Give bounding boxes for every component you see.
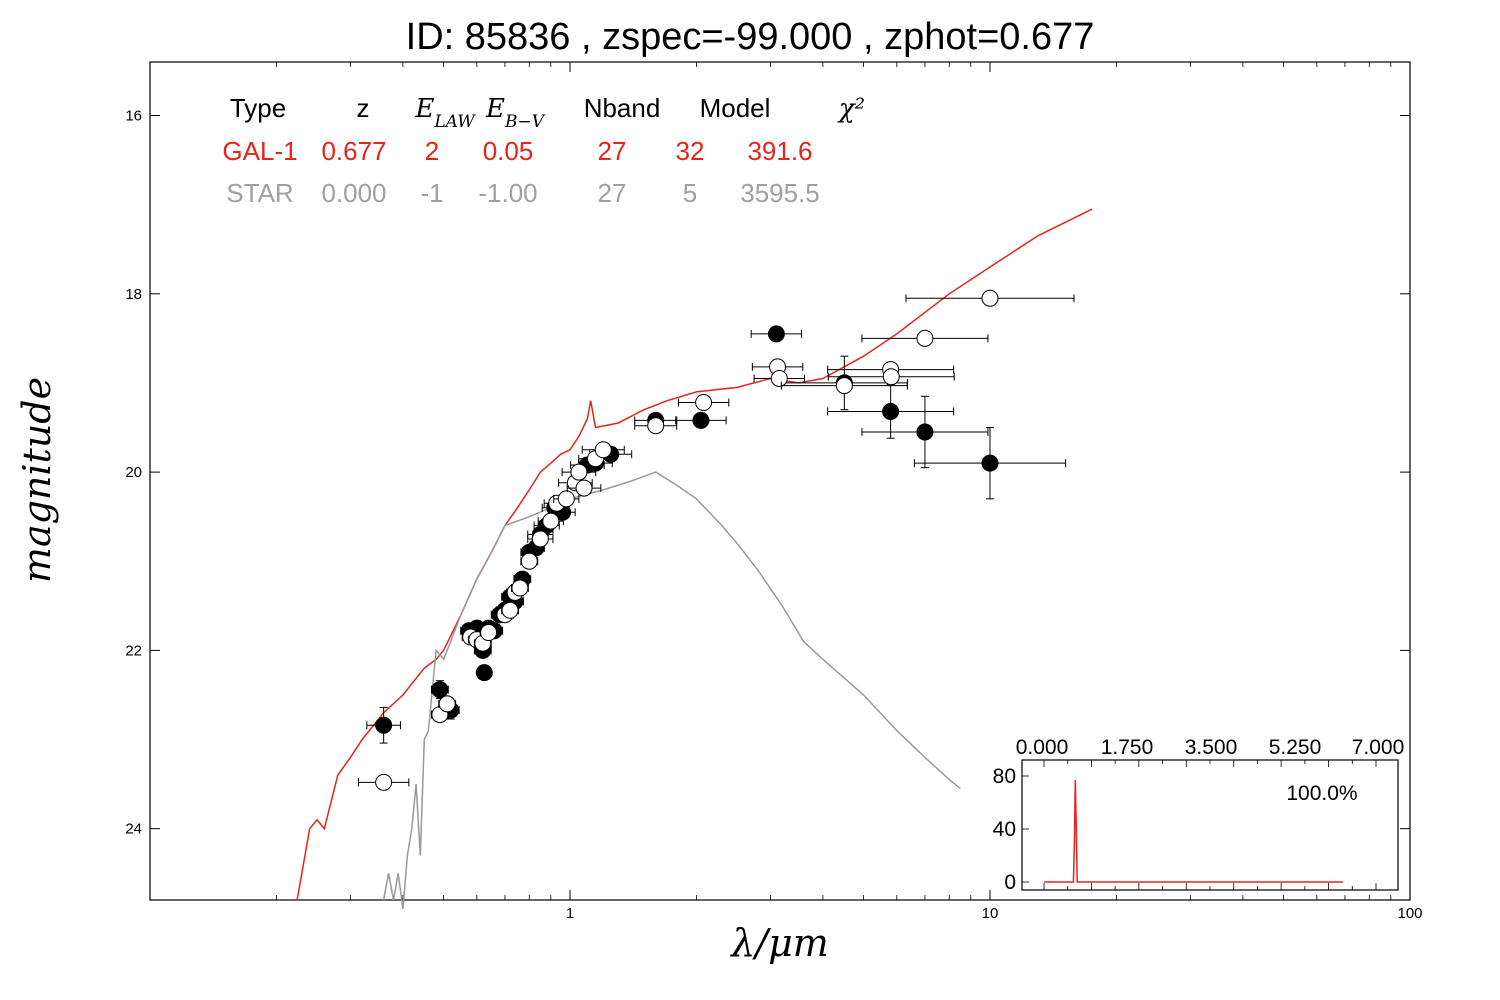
table-cell: 32	[676, 136, 705, 166]
model-point	[511, 579, 529, 597]
inset-x-tick-label: 5.250	[1269, 736, 1322, 759]
model-point	[375, 773, 393, 791]
model-point	[438, 695, 456, 713]
model-line-gal-1	[296, 208, 1093, 901]
table-cell: 391.6	[747, 136, 812, 166]
inset-x-tick-label: 1.750	[1101, 736, 1154, 759]
model-point	[594, 441, 612, 459]
model-point	[501, 601, 519, 619]
table-header-nband: Nband	[584, 93, 661, 123]
model-line-star	[382, 471, 961, 909]
table-cell: 2	[425, 136, 439, 166]
model-point	[542, 512, 560, 530]
y-axis-label: magnitude	[15, 377, 59, 583]
table-cell: 27	[598, 178, 627, 208]
model-point	[981, 289, 999, 307]
observed-point	[767, 325, 785, 343]
x-tick-label: 100	[1397, 905, 1422, 922]
inset-x-tick-label: 0.000	[1016, 736, 1069, 759]
inset-x-tick-label: 3.500	[1185, 736, 1238, 759]
table-header-type: Type	[230, 93, 286, 123]
pdf-line	[1044, 779, 1343, 883]
y-tick-label: 16	[125, 107, 142, 124]
observed-point	[981, 454, 999, 472]
x-tick-label: 10	[982, 905, 999, 922]
x-axis-label: λ/μm	[729, 921, 829, 965]
y-tick-label: 24	[125, 821, 142, 838]
observed-point	[431, 681, 449, 699]
observed-point	[692, 411, 710, 429]
inset-x-tick-label: 7.000	[1352, 736, 1405, 759]
observed-point	[475, 664, 493, 682]
model-point	[480, 624, 498, 642]
table-cell: STAR	[226, 178, 293, 208]
plot-frame	[149, 61, 1411, 901]
inset-y-tick-label: 40	[993, 818, 1016, 841]
observed-point	[375, 716, 393, 734]
observed-point	[916, 423, 934, 441]
table-cell: 5	[683, 178, 697, 208]
model-point	[770, 369, 788, 387]
inset-y-tick-label: 80	[993, 765, 1016, 788]
model-point	[520, 552, 538, 570]
model-point	[570, 463, 588, 481]
model-point	[835, 377, 853, 395]
model-point	[557, 490, 575, 508]
table-cell: 0.000	[321, 178, 386, 208]
y-tick-label: 18	[125, 286, 142, 303]
table-cell: -1	[420, 178, 443, 208]
model-point	[695, 394, 713, 412]
inset-annotation: 100.0%	[1286, 782, 1357, 805]
inset-y-tick-label: 0	[1004, 871, 1016, 894]
observed-point	[882, 402, 900, 420]
table-cell: 3595.5	[740, 178, 820, 208]
y-tick-label: 20	[125, 464, 142, 481]
table-header-chi2: χ²	[837, 94, 865, 124]
model-point	[882, 368, 900, 386]
model-point	[916, 329, 934, 347]
y-tick-label: 22	[125, 642, 142, 659]
model-point	[531, 530, 549, 548]
table-header-z: z	[357, 93, 370, 123]
table-cell: GAL-1	[222, 136, 297, 166]
model-point	[575, 479, 593, 497]
inset-frame	[1021, 759, 1399, 891]
table-cell: -1.00	[478, 178, 537, 208]
table-header-model: Model	[700, 93, 771, 123]
table-cell: 0.05	[483, 136, 534, 166]
chart-title: ID: 85836 , zspec=-99.000 , zphot=0.677	[405, 16, 1095, 58]
model-point	[647, 417, 665, 435]
table-cell: 27	[598, 136, 627, 166]
table-header-elaw: ELAW	[414, 94, 476, 132]
x-tick-label: 1	[566, 905, 574, 922]
table-cell: 0.677	[321, 136, 386, 166]
table-header-ebv: EB−V	[485, 94, 546, 132]
